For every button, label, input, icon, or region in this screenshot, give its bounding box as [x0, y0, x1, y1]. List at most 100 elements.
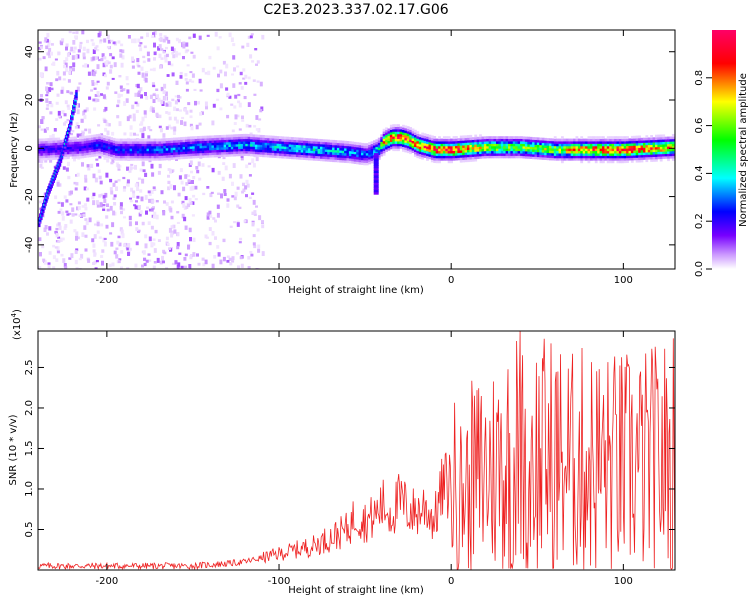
spectrogram-cell	[245, 141, 249, 144]
spectrogram-cell	[43, 259, 47, 265]
spectrogram-cell	[467, 144, 470, 148]
spectrogram-cell	[170, 154, 174, 158]
spectrogram-cell	[295, 142, 299, 145]
spectrogram-cell	[44, 37, 48, 42]
spectrogram-cell	[172, 48, 176, 53]
spectrogram-cell	[75, 122, 79, 126]
spectrogram-cell	[298, 149, 302, 153]
spectrogram-cell	[76, 236, 80, 240]
spectrogram-cell	[671, 150, 675, 154]
spectrogram-cell	[541, 145, 545, 148]
spectrogram-cell	[70, 133, 73, 136]
spectrogram-cell	[115, 150, 118, 154]
spectrogram-cell	[370, 141, 374, 145]
spectrogram-cell	[353, 149, 357, 152]
spectrogram-cell	[187, 141, 191, 145]
spectrogram-cell	[291, 139, 294, 143]
spectrogram-cell	[298, 137, 302, 141]
spectrogram-cell	[428, 154, 432, 157]
spectrogram-cell	[288, 136, 292, 140]
spectrogram-cell	[74, 54, 78, 60]
spectrogram-cell	[170, 142, 174, 146]
spectrogram-cell	[488, 141, 492, 144]
spectrogram-cell	[211, 140, 215, 143]
spectrogram-cell	[213, 144, 217, 148]
spectrogram-cell	[138, 44, 142, 47]
spectrogram-cell	[385, 127, 388, 131]
spectrogram-cell	[291, 144, 294, 148]
spectrogram-cell	[211, 263, 215, 269]
spectrogram-cell	[54, 246, 58, 249]
spectrogram-cell	[165, 267, 169, 269]
spectrogram-cell	[257, 139, 261, 143]
spectrogram-cell	[418, 156, 422, 159]
spectrogram-cell	[370, 155, 374, 159]
spectrogram-cell	[373, 165, 379, 169]
spectrogram-cell	[228, 144, 232, 147]
spectrogram-cell	[635, 157, 639, 161]
spectrogram-cell	[657, 153, 661, 157]
spectrogram-cell	[570, 153, 574, 156]
spectrogram-cell	[623, 148, 627, 152]
spectrogram-cells	[38, 30, 675, 269]
spectrogram-cell	[119, 143, 123, 147]
spectrogram-cell	[341, 155, 345, 158]
spectrogram-cell	[159, 127, 163, 133]
spectrogram-cell	[63, 226, 67, 230]
spectrogram-cell	[667, 148, 670, 152]
spectrogram-cell	[61, 110, 65, 114]
spectrogram-cell	[127, 143, 130, 147]
spectrogram-cell	[141, 133, 145, 139]
spectrogram-cell	[549, 147, 552, 151]
spectrogram-cell	[428, 141, 432, 145]
spectrogram-cell	[111, 262, 115, 267]
spectrogram-cell	[86, 39, 89, 44]
spectrogram-cell	[568, 155, 572, 159]
spectrogram-cell	[643, 147, 646, 151]
spectrogram-cell	[103, 140, 106, 143]
spectrogram-cell	[113, 194, 117, 198]
spectrogram-cell	[358, 149, 362, 153]
spectrogram-cell	[54, 195, 58, 200]
spectrogram-cell	[184, 196, 188, 201]
spectrogram-cell	[238, 206, 242, 209]
spectrogram-cell	[56, 181, 60, 187]
spectrogram-cell	[512, 150, 516, 154]
spectrogram-cell	[216, 98, 220, 101]
spectrogram-cell	[130, 163, 134, 166]
spectrogram-cell	[122, 208, 126, 211]
spectrogram-cell	[341, 147, 345, 151]
spectrogram-cell	[549, 150, 552, 154]
spectrogram-cell	[563, 138, 567, 142]
spectrogram-cell	[582, 141, 586, 144]
spectrogram-cell	[38, 143, 41, 147]
spectrogram-cell	[452, 150, 456, 154]
spectrogram-cell	[68, 257, 72, 260]
spectrogram-cell	[551, 157, 555, 161]
spectrogram-cell	[269, 138, 273, 141]
spectrogram-cell	[107, 151, 111, 154]
spectrogram-cell	[271, 147, 275, 151]
spectrogram-cell	[146, 148, 150, 152]
spectrogram-cell	[539, 137, 543, 141]
spectrogram-cell	[428, 144, 432, 148]
spectrogram-cell	[327, 144, 330, 148]
spectrogram-cell	[179, 75, 183, 79]
colorbar-tick-label: 0.4	[694, 165, 705, 181]
spectrogram-cell	[358, 147, 362, 151]
spectrogram-cell	[105, 172, 109, 178]
colorbar: 0.00.20.40.60.8 Normalized spectral ampl…	[694, 30, 749, 277]
spectrogram-cell	[115, 145, 118, 149]
spectrogram-cell	[327, 142, 330, 145]
spectrogram-cell	[305, 147, 309, 151]
spectrogram-cell	[536, 149, 540, 153]
spectrogram-cell	[182, 153, 186, 157]
spectrogram-cell	[247, 150, 251, 154]
spectrogram-cell	[570, 157, 574, 161]
spectrogram-cell	[81, 131, 85, 134]
spectrogram-cell	[153, 42, 156, 48]
spectrogram-cell	[151, 82, 155, 87]
spectrogram-cell	[96, 230, 100, 234]
spectrogram-cell	[536, 142, 540, 145]
spectrogram-cell	[110, 39, 114, 42]
